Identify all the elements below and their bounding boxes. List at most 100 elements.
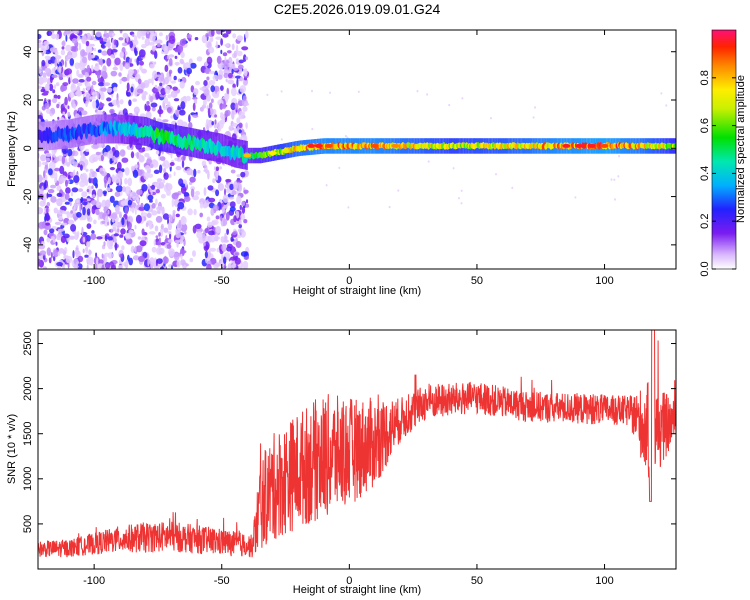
heatmap-cell (224, 184, 230, 189)
heatmap-cell (61, 155, 65, 165)
heatmap-cell (574, 196, 577, 199)
heatmap-cell (100, 87, 107, 92)
heatmap-cell (150, 163, 154, 169)
heatmap-cell (78, 79, 85, 83)
heatmap-cell (43, 40, 50, 46)
heatmap-cell (168, 35, 176, 44)
heatmap-cell (74, 232, 79, 241)
x-tick-label: 100 (595, 275, 613, 287)
heatmap-cell (102, 190, 108, 195)
heatmap-cell (114, 204, 120, 213)
heatmap-cell (58, 248, 65, 254)
x-tick-label: 100 (595, 575, 613, 587)
heatmap-cell (665, 104, 668, 107)
heatmap-cell (212, 92, 220, 99)
heatmap-cell (209, 247, 217, 252)
heatmap-cell (160, 193, 166, 199)
heatmap-cell (154, 61, 157, 65)
heatmap-cell (91, 91, 98, 97)
heatmap-cell (162, 178, 166, 184)
heatmap-cell (141, 44, 147, 49)
heatmap-cell (85, 81, 91, 91)
heatmap-cell (141, 68, 148, 74)
heatmap-cell (99, 37, 104, 44)
heatmap-cell (280, 138, 283, 141)
heatmap-cell (180, 101, 186, 110)
heatmap-cell (170, 90, 178, 98)
heatmap-cell (54, 221, 62, 225)
heatmap-cell (145, 165, 151, 171)
heatmap-cell (119, 99, 124, 105)
heatmap-cell (192, 195, 200, 201)
heatmap-cell (610, 178, 613, 181)
heatmap-cell (109, 108, 115, 114)
heatmap-cell (233, 50, 238, 58)
heatmap-cell (150, 102, 158, 108)
heatmap-cell (76, 69, 80, 77)
heatmap-cell (192, 114, 199, 118)
heatmap-cell (108, 240, 114, 246)
heatmap-cell (173, 192, 180, 197)
heatmap-cell (138, 155, 145, 163)
heatmap-cell (228, 125, 233, 132)
heatmap-cell (131, 207, 135, 214)
heatmap-cell (85, 93, 92, 103)
heatmap-cell (84, 71, 90, 78)
heatmap-cell (206, 105, 209, 110)
heatmap-cell (42, 72, 47, 79)
heatmap-cell (197, 169, 201, 174)
heatmap-cell (87, 52, 92, 61)
heatmap-cell (164, 76, 170, 85)
heatmap-cell (113, 39, 117, 46)
heatmap-cell (235, 58, 239, 63)
heatmap-cell (71, 150, 79, 157)
spectrogram-y-label: Frequency (Hz) (6, 111, 18, 187)
heatmap-cell (101, 264, 105, 269)
heatmap-cell (38, 33, 42, 40)
heatmap-cell (80, 196, 84, 203)
heatmap-cell (180, 185, 187, 194)
heatmap-cell (95, 151, 101, 156)
heatmap-cell (181, 216, 185, 223)
heatmap-cell (220, 236, 225, 243)
heatmap-cell (215, 215, 220, 220)
heatmap-cell (163, 167, 167, 174)
heatmap-cell (166, 41, 169, 47)
heatmap-cell (97, 188, 103, 198)
heatmap-cell (107, 236, 113, 241)
heatmap-cell (168, 54, 175, 58)
heatmap-cell (167, 43, 174, 51)
heatmap-cell (219, 166, 222, 170)
heatmap-cell (225, 211, 230, 221)
heatmap-cell (38, 44, 42, 49)
heatmap-cell (114, 191, 121, 197)
heatmap-cell (47, 189, 55, 194)
heatmap-cell (174, 61, 180, 66)
heatmap-cell (220, 215, 223, 222)
x-tick-label: 50 (471, 275, 483, 287)
heatmap-cell (211, 219, 219, 226)
heatmap-cell (128, 58, 132, 64)
heatmap-cell (161, 163, 166, 167)
heatmap-cell (178, 109, 186, 116)
heatmap-cell (80, 110, 88, 116)
heatmap-cell (175, 200, 179, 205)
heatmap-cell (59, 165, 65, 175)
heatmap-cell (121, 217, 125, 226)
heatmap-cell (121, 245, 125, 251)
heatmap-cell (238, 122, 243, 129)
heatmap-cell (89, 258, 94, 266)
x-tick-label: -100 (83, 575, 105, 587)
heatmap-cell (242, 260, 249, 269)
heatmap-cell (587, 143, 596, 148)
heatmap-cell (357, 90, 360, 94)
heatmap-cell (181, 160, 185, 168)
heatmap-cell (221, 220, 224, 227)
heatmap-cell (101, 50, 108, 56)
heatmap-cell (172, 212, 175, 220)
heatmap-cell (153, 169, 160, 174)
x-tick-label: 0 (346, 575, 352, 587)
heatmap-cell (53, 84, 57, 89)
heatmap-cell (112, 86, 118, 92)
heatmap-cell (80, 148, 83, 157)
